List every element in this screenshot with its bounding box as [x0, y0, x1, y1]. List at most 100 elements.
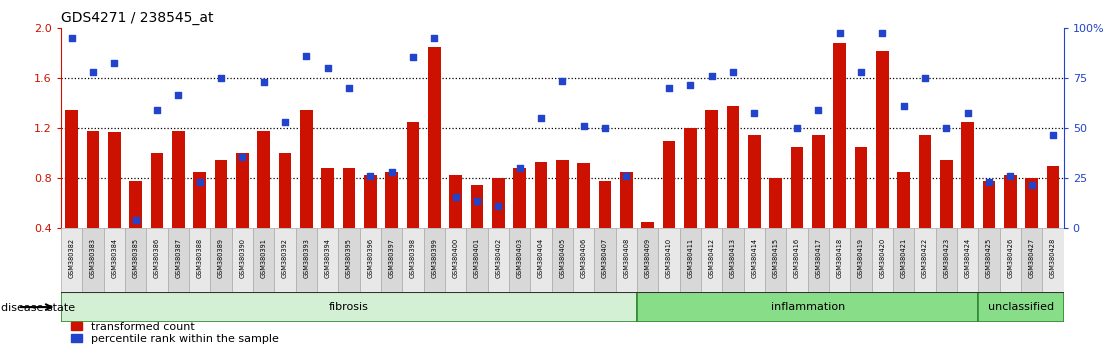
Bar: [765, 228, 787, 292]
Text: GSM380400: GSM380400: [453, 238, 459, 278]
Bar: [722, 228, 743, 292]
Text: GSM380426: GSM380426: [1007, 238, 1014, 278]
Point: [873, 30, 891, 36]
Text: GSM380416: GSM380416: [794, 238, 800, 278]
Text: GSM380405: GSM380405: [560, 238, 565, 278]
Bar: [935, 228, 957, 292]
Bar: [449, 175, 462, 228]
Bar: [727, 106, 739, 228]
Point: [511, 166, 529, 171]
Text: GSM380402: GSM380402: [495, 238, 501, 278]
Bar: [552, 228, 573, 292]
Text: GSM380388: GSM380388: [196, 238, 203, 278]
Point: [319, 65, 337, 71]
Text: GSM380413: GSM380413: [730, 238, 736, 278]
Bar: [215, 160, 227, 228]
Bar: [236, 153, 248, 228]
Bar: [232, 228, 253, 292]
Text: GSM380428: GSM380428: [1050, 238, 1056, 278]
Point: [1023, 182, 1040, 187]
Bar: [598, 181, 612, 228]
Text: GDS4271 / 238545_at: GDS4271 / 238545_at: [61, 11, 214, 25]
Text: unclassified: unclassified: [988, 302, 1054, 312]
Bar: [151, 153, 163, 228]
Text: GSM380415: GSM380415: [772, 238, 779, 278]
Bar: [386, 172, 398, 228]
Bar: [189, 228, 211, 292]
Text: GSM380419: GSM380419: [858, 238, 864, 278]
Point: [276, 119, 294, 125]
Bar: [509, 228, 531, 292]
Text: inflammation: inflammation: [770, 302, 844, 312]
Bar: [342, 169, 356, 228]
Point: [958, 110, 976, 116]
Point: [981, 179, 998, 185]
Bar: [706, 110, 718, 228]
Bar: [556, 160, 568, 228]
Point: [725, 69, 742, 75]
Bar: [962, 122, 974, 228]
Text: GSM380395: GSM380395: [346, 238, 352, 278]
Point: [212, 75, 229, 81]
Text: GSM380393: GSM380393: [304, 238, 309, 278]
Point: [126, 217, 144, 222]
Text: GSM380401: GSM380401: [474, 238, 480, 278]
Text: GSM380389: GSM380389: [218, 238, 224, 278]
Bar: [1004, 175, 1017, 228]
Bar: [1047, 166, 1059, 228]
Bar: [423, 228, 445, 292]
Bar: [82, 228, 104, 292]
Text: fibrosis: fibrosis: [329, 302, 369, 312]
Bar: [86, 131, 100, 228]
Bar: [466, 228, 488, 292]
Bar: [637, 292, 978, 322]
Bar: [300, 110, 312, 228]
Bar: [897, 172, 910, 228]
Point: [788, 126, 806, 131]
Bar: [983, 181, 995, 228]
Text: GSM380406: GSM380406: [581, 238, 586, 278]
Point: [63, 35, 81, 41]
Point: [84, 69, 102, 75]
Point: [660, 86, 678, 91]
Bar: [193, 172, 206, 228]
Bar: [808, 228, 829, 292]
Bar: [679, 228, 701, 292]
Bar: [978, 292, 1064, 322]
Point: [639, 266, 657, 271]
Bar: [978, 228, 999, 292]
Bar: [594, 228, 616, 292]
Text: GSM380387: GSM380387: [175, 238, 182, 278]
Point: [895, 103, 913, 109]
Bar: [317, 228, 338, 292]
Bar: [957, 228, 978, 292]
Bar: [850, 228, 872, 292]
Text: GSM380399: GSM380399: [431, 238, 438, 278]
Point: [447, 194, 464, 200]
Bar: [531, 228, 552, 292]
Text: GSM380412: GSM380412: [709, 238, 715, 278]
Text: GSM380384: GSM380384: [111, 238, 117, 278]
Bar: [492, 178, 505, 228]
Text: GSM380417: GSM380417: [815, 238, 821, 278]
Point: [148, 107, 166, 113]
Bar: [637, 228, 658, 292]
Bar: [940, 160, 953, 228]
Bar: [130, 181, 142, 228]
Bar: [321, 169, 334, 228]
Bar: [125, 228, 146, 292]
Point: [916, 75, 934, 81]
Bar: [812, 135, 824, 228]
Text: GSM380396: GSM380396: [367, 238, 373, 278]
Bar: [658, 228, 679, 292]
Bar: [534, 162, 547, 228]
Text: GSM380404: GSM380404: [538, 238, 544, 278]
Text: GSM380414: GSM380414: [751, 238, 758, 278]
Text: GSM380397: GSM380397: [389, 238, 394, 278]
Point: [234, 154, 252, 160]
Point: [297, 53, 315, 59]
Text: GSM380403: GSM380403: [516, 238, 523, 278]
Text: GSM380385: GSM380385: [133, 238, 138, 278]
Text: GSM380424: GSM380424: [965, 238, 971, 278]
Bar: [829, 228, 850, 292]
